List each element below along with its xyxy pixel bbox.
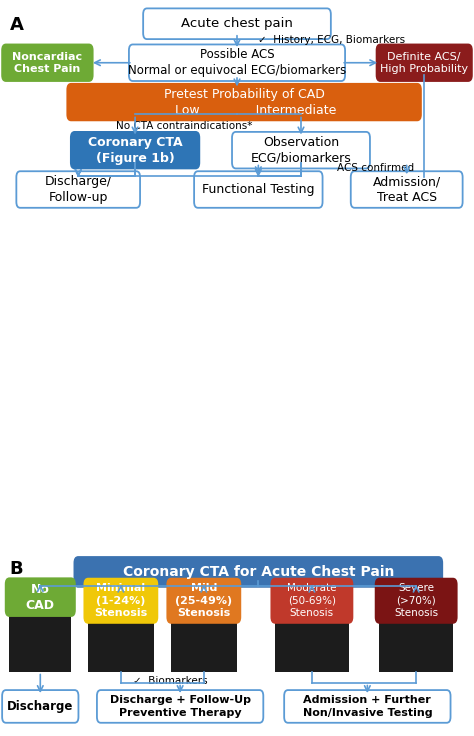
Text: Observation
ECG/biomarkers: Observation ECG/biomarkers (251, 135, 351, 165)
Text: No
CAD: No CAD (26, 583, 55, 612)
Text: Possible ACS
Normal or equivocal ECG/biomarkers: Possible ACS Normal or equivocal ECG/bio… (128, 49, 346, 77)
FancyBboxPatch shape (2, 44, 92, 81)
FancyBboxPatch shape (97, 690, 264, 723)
FancyBboxPatch shape (194, 171, 323, 208)
Text: Severe
(>70%)
Stenosis: Severe (>70%) Stenosis (394, 584, 438, 618)
FancyBboxPatch shape (351, 171, 463, 208)
Text: ACS confirmed: ACS confirmed (337, 163, 414, 174)
Text: Functional Testing: Functional Testing (202, 183, 315, 196)
Text: Coronary CTA for Acute Chest Pain: Coronary CTA for Acute Chest Pain (123, 565, 394, 579)
FancyBboxPatch shape (2, 690, 78, 723)
Text: Admission/
Treat ACS: Admission/ Treat ACS (373, 175, 441, 204)
FancyBboxPatch shape (143, 8, 331, 39)
Text: Mild
(25-49%)
Stenosis: Mild (25-49%) Stenosis (175, 584, 232, 618)
FancyBboxPatch shape (17, 171, 140, 208)
Text: No CTA contraindications*: No CTA contraindications* (116, 121, 253, 131)
FancyBboxPatch shape (129, 44, 345, 81)
Text: Moderate
(50-69%)
Stenosis: Moderate (50-69%) Stenosis (287, 584, 337, 618)
Text: ✓  Biomarkers: ✓ Biomarkers (133, 676, 207, 686)
FancyBboxPatch shape (376, 44, 472, 81)
Text: Minimal
(1-24%)
Stenosis: Minimal (1-24%) Stenosis (94, 584, 147, 618)
FancyBboxPatch shape (379, 616, 453, 672)
FancyBboxPatch shape (84, 578, 157, 623)
Text: Discharge + Follow-Up
Preventive Therapy: Discharge + Follow-Up Preventive Therapy (109, 696, 251, 718)
FancyBboxPatch shape (88, 616, 154, 672)
Text: ✓  History, ECG, Biomarkers: ✓ History, ECG, Biomarkers (258, 35, 405, 45)
FancyBboxPatch shape (71, 132, 199, 169)
Text: Noncardiac
Chest Pain: Noncardiac Chest Pain (12, 52, 82, 74)
FancyBboxPatch shape (375, 578, 456, 623)
FancyBboxPatch shape (9, 616, 71, 672)
FancyBboxPatch shape (74, 557, 442, 587)
FancyBboxPatch shape (67, 84, 421, 121)
Text: B: B (9, 560, 23, 578)
FancyBboxPatch shape (167, 578, 240, 623)
FancyBboxPatch shape (232, 132, 370, 169)
Text: Discharge: Discharge (7, 700, 73, 713)
Text: Discharge/
Follow-up: Discharge/ Follow-up (45, 175, 112, 204)
FancyBboxPatch shape (284, 690, 450, 723)
Text: Coronary CTA
(Figure 1b): Coronary CTA (Figure 1b) (88, 135, 182, 165)
Text: Acute chest pain: Acute chest pain (181, 17, 293, 30)
Text: Definite ACS/
High Probability: Definite ACS/ High Probability (380, 52, 468, 74)
FancyBboxPatch shape (6, 578, 75, 616)
FancyBboxPatch shape (271, 578, 353, 623)
Text: A: A (9, 16, 23, 35)
Text: Pretest Probability of CAD
      Low              Intermediate: Pretest Probability of CAD Low Intermedi… (151, 88, 337, 116)
FancyBboxPatch shape (275, 616, 348, 672)
Text: Admission + Further
Non/Invasive Testing: Admission + Further Non/Invasive Testing (302, 696, 432, 718)
FancyBboxPatch shape (171, 616, 237, 672)
